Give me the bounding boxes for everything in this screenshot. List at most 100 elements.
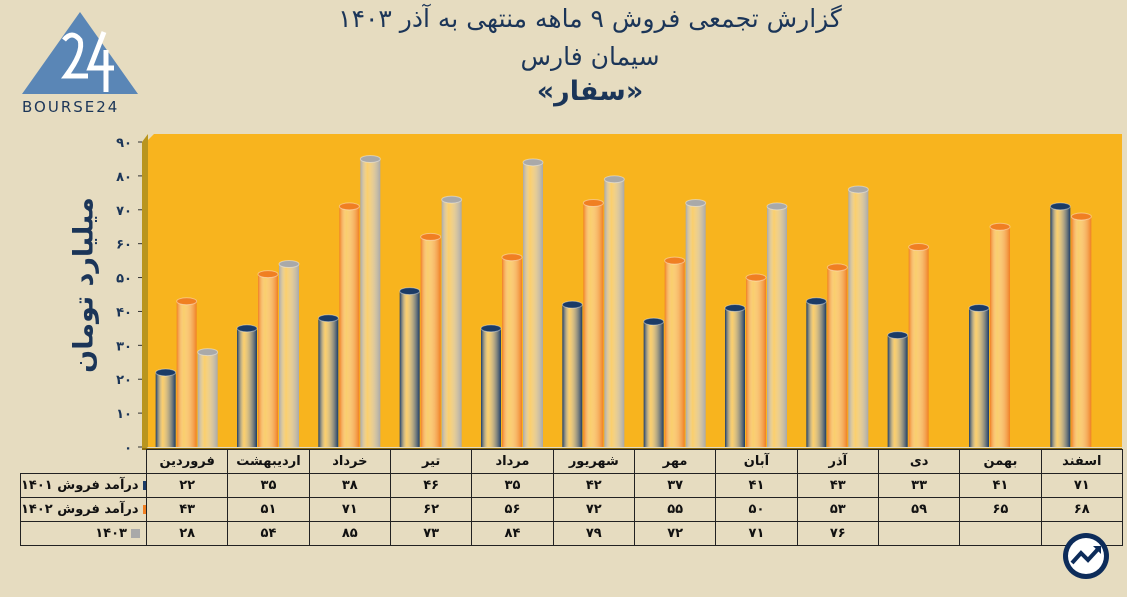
- y-tick-label: ۷۰: [116, 204, 132, 219]
- table-row: درآمد فروش ۱۴۰۱ ۲۲ ۳۵ ۳۸ ۴۶ ۳۵ ۴۲ ۳۷ ۴۱ ۴۳ ۳۳ ۴۱ ۷۱: [20, 473, 1123, 498]
- data-label: [959, 521, 1042, 546]
- bar: [1049, 202, 1071, 447]
- x-tick-label: مرداد: [471, 449, 554, 474]
- y-tick-label: ۰: [124, 441, 132, 450]
- x-tick-label: خرداد: [308, 449, 391, 474]
- data-label: ۴۱: [959, 473, 1042, 498]
- bar: [1070, 212, 1092, 447]
- data-label: ۳۸: [308, 473, 391, 498]
- data-label: ۳۷: [633, 473, 717, 498]
- data-label: ۵۰: [715, 497, 798, 522]
- legend-entry: درآمد فروش ۱۴۰۱: [20, 473, 147, 498]
- y-tick-label: ۹۰: [116, 136, 132, 151]
- data-label: ۴۱: [715, 473, 798, 498]
- data-label: ۶۲: [389, 497, 473, 522]
- data-label: ۵۹: [877, 497, 961, 522]
- data-label: ۶۸: [1040, 497, 1123, 522]
- legend-label: ۱۴۰۳: [95, 526, 127, 541]
- bar: [522, 158, 544, 448]
- bar: [582, 199, 604, 447]
- x-tick-label: شهریور: [552, 449, 635, 474]
- x-tick-label: دی: [877, 449, 961, 474]
- data-label: ۷۱: [715, 521, 798, 546]
- bar: [745, 273, 767, 447]
- y-tick-label: ۵۰: [116, 272, 132, 287]
- data-label: ۷۳: [389, 521, 473, 546]
- x-tick-label: آذر: [796, 449, 879, 474]
- bar: [176, 297, 198, 447]
- y-tick-label: ۲۰: [116, 373, 132, 388]
- data-label: ۵۴: [227, 521, 310, 546]
- data-label: ۵۱: [227, 497, 310, 522]
- legend-entry: ۱۴۰۳: [20, 521, 147, 546]
- data-label: ۵۶: [471, 497, 554, 522]
- y-tick-label: ۸۰: [116, 170, 132, 185]
- data-label: ۵۵: [633, 497, 717, 522]
- bar: [257, 270, 279, 447]
- bar: [480, 324, 502, 447]
- bar: [724, 304, 746, 447]
- x-tick-label: تیر: [389, 449, 473, 474]
- data-label: ۴۳: [145, 497, 229, 522]
- data-label: ۷۶: [796, 521, 879, 546]
- bar: [826, 263, 848, 447]
- bar: [441, 195, 463, 447]
- bar: [561, 300, 583, 447]
- data-label: ۴۶: [389, 473, 473, 498]
- data-label: ۳۵: [227, 473, 310, 498]
- data-label: ۳۵: [471, 473, 554, 498]
- data-table: فروردین اردیبهشت خرداد تیر مرداد شهریور مهر آبا…: [20, 449, 1123, 546]
- bar: [908, 243, 930, 447]
- x-tick-label: اردیبهشت: [227, 449, 310, 474]
- data-label: ۴۲: [552, 473, 635, 498]
- x-tick-label: اسفند: [1040, 449, 1123, 474]
- y-tick-label: ۱۰: [116, 407, 132, 422]
- bar: [338, 202, 360, 447]
- data-label: ۷۹: [552, 521, 635, 546]
- bar: [685, 199, 707, 447]
- bar: [643, 317, 665, 447]
- bar: [501, 253, 523, 447]
- bar: [989, 222, 1011, 447]
- bar: [359, 154, 381, 447]
- data-label: ۵۳: [796, 497, 879, 522]
- legend-swatch: [131, 529, 140, 538]
- bar: [317, 314, 339, 447]
- bar: [278, 260, 300, 447]
- legend-swatch: [142, 481, 146, 490]
- company-symbol: «سفار»: [536, 76, 644, 107]
- bar: [197, 348, 219, 447]
- data-label: ۲۲: [145, 473, 229, 498]
- bar: [968, 304, 990, 447]
- data-label: [877, 521, 961, 546]
- y-tick-label: ۳۰: [116, 339, 132, 354]
- trend-badge-icon: [1063, 533, 1109, 579]
- legend-label: درآمد فروش ۱۴۰۱: [21, 478, 139, 493]
- chart-title: گزارش تجمعی فروش ۹ ماهه منتهی به آذر ۱۴۰…: [338, 4, 842, 33]
- plot-side-wall: [142, 134, 148, 450]
- data-label: ۴۳: [796, 473, 879, 498]
- x-tick-label: آبان: [715, 449, 798, 474]
- bourse24-logo: [22, 12, 138, 94]
- table-row: درآمد فروش ۱۴۰۲ ۴۳ ۵۱ ۷۱ ۶۲ ۵۶ ۷۲ ۵۵ ۵۰ ۵۳ ۵۹ ۶۵ ۶۸: [20, 497, 1123, 522]
- data-label: ۸۵: [308, 521, 391, 546]
- bar: [664, 256, 686, 447]
- logo-text: BOURSE24: [22, 98, 120, 116]
- table-row: ۱۴۰۳ ۲۸ ۵۴ ۸۵ ۷۳ ۸۴ ۷۹ ۷۲ ۷۱ ۷۶: [20, 521, 1123, 546]
- legend-entry: درآمد فروش ۱۴۰۲: [20, 497, 147, 522]
- bar: [236, 324, 258, 447]
- data-label: ۷۲: [552, 497, 635, 522]
- x-tick-label: فروردین: [145, 449, 229, 474]
- data-label: ۷۱: [308, 497, 391, 522]
- bar: [847, 185, 869, 447]
- plot-area: [146, 134, 1122, 447]
- legend-label: درآمد فروش ۱۴۰۲: [21, 502, 139, 517]
- data-label: ۸۴: [471, 521, 554, 546]
- x-tick-label: بهمن: [959, 449, 1042, 474]
- bar: [766, 202, 788, 447]
- bar: [603, 175, 625, 447]
- legend-swatch: [142, 505, 146, 514]
- y-tick-label: ۶۰: [116, 238, 132, 253]
- bar: [399, 287, 421, 447]
- data-label: ۶۵: [959, 497, 1042, 522]
